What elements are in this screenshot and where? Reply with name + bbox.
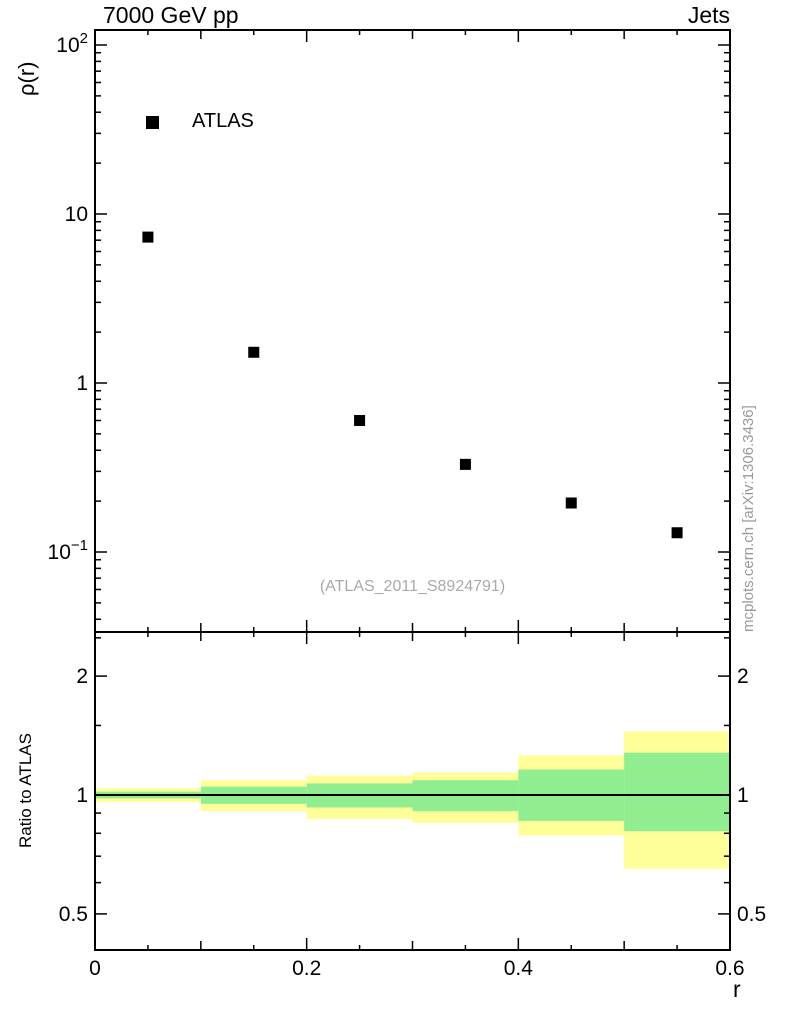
svg-text:1: 1 [737, 784, 749, 807]
legend-marker-atlas [146, 116, 159, 129]
svg-text:102: 102 [56, 30, 88, 57]
svg-text:1: 1 [76, 372, 88, 395]
axis-tick-labels: 102 10 1 10−1 2 2 1 1 0.5 0.5 0 0.2 0.4 0.6 [48, 30, 767, 980]
svg-text:0.6: 0.6 [715, 957, 744, 980]
plot-title-beam-energy: 7000 GeV pp [103, 2, 239, 28]
svg-text:0.2: 0.2 [292, 957, 321, 980]
svg-text:0: 0 [89, 957, 101, 980]
svg-text:0.5: 0.5 [737, 903, 766, 926]
panel-frames [94, 29, 731, 951]
svg-text:2: 2 [737, 665, 749, 688]
legend-label-atlas: ATLAS [192, 110, 254, 132]
svg-text:1: 1 [76, 784, 88, 807]
mcplots-attribution-note: mcplots.cern.ch [arXiv:1306.3436] [740, 405, 757, 632]
yaxis-label-ratio: Ratio to ATLAS [16, 733, 35, 848]
svg-text:10−1: 10−1 [48, 537, 88, 564]
analysis-id-watermark: (ATLAS_2011_S8924791) [319, 578, 506, 595]
svg-text:0.5: 0.5 [59, 903, 88, 926]
plot-title-process: Jets [687, 2, 730, 28]
data-points-atlas [142, 231, 683, 539]
ratio-uncertainty-bands [95, 731, 730, 869]
yaxis-label-observable: ρ(r) [14, 61, 39, 97]
svg-text:2: 2 [76, 665, 88, 688]
xaxis-label: r [733, 976, 741, 1002]
svg-text:0.4: 0.4 [504, 957, 534, 980]
svg-text:10: 10 [65, 203, 88, 226]
